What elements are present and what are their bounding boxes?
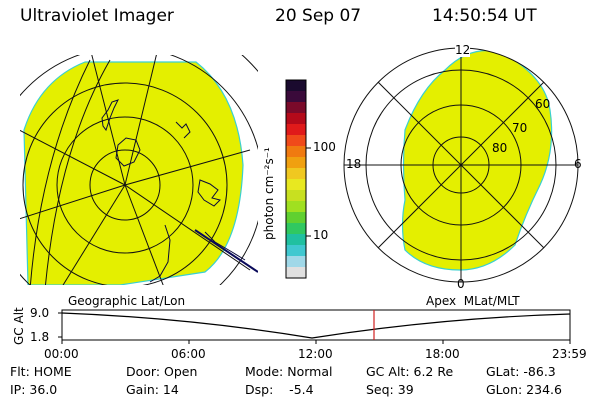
colorbar-band bbox=[286, 179, 306, 191]
status-gain: Gain: 14 bbox=[126, 382, 179, 397]
mlt-label-6: 6 bbox=[574, 157, 582, 171]
colorbar bbox=[285, 79, 311, 279]
status-gc-alt: GC Alt: 6.2 Re bbox=[366, 364, 454, 379]
auroral-image-geographic bbox=[23, 61, 244, 285]
colorbar-band bbox=[286, 245, 306, 257]
mlt-label-12: 12 bbox=[455, 43, 471, 57]
instrument-title: Ultraviolet Imager bbox=[20, 6, 174, 26]
timeline-xtick-1200: 12:00 bbox=[298, 347, 333, 361]
timeline-axis-label: GC Alt bbox=[12, 307, 26, 345]
polar-grid bbox=[343, 47, 579, 283]
colorbar-label-100: 100 bbox=[313, 140, 336, 154]
mlt-label-18: 18 bbox=[346, 157, 362, 171]
magnetic-polar-map bbox=[343, 47, 579, 283]
colorbar-band bbox=[286, 267, 306, 279]
magnetic-caption: Apex MLat/MLT bbox=[426, 294, 520, 308]
timeline-ytick-high: 9.0 bbox=[30, 306, 50, 320]
status-ip: IP: 36.0 bbox=[10, 382, 58, 397]
colorbar-band bbox=[286, 256, 306, 268]
status-mode: Mode: Normal bbox=[245, 364, 333, 379]
auroral-image-magnetic bbox=[401, 49, 553, 271]
colorbar-unit-label: photon cm⁻²s⁻¹ bbox=[262, 147, 276, 240]
coastlines bbox=[101, 99, 246, 283]
date-label: 20 Sep 07 bbox=[275, 6, 362, 26]
lat-lon-grid bbox=[20, 55, 258, 285]
colorbar-band bbox=[286, 102, 306, 114]
timeline-xtick-0000: 00:00 bbox=[44, 347, 79, 361]
status-glat: GLat: -86.3 bbox=[486, 364, 556, 379]
colorbar-band bbox=[286, 212, 306, 224]
mlt-label-0: 0 bbox=[457, 277, 465, 291]
colorbar-band bbox=[286, 157, 306, 169]
colorbar-frame bbox=[285, 79, 307, 279]
colorbar-band bbox=[286, 223, 306, 235]
status-seq: Seq: 39 bbox=[366, 382, 414, 397]
mlat-label-80: 80 bbox=[492, 141, 508, 155]
geographic-caption: Geographic Lat/Lon bbox=[68, 294, 186, 308]
timeline-xtick-0600: 06:00 bbox=[171, 347, 206, 361]
timeline-xtick-1800: 18:00 bbox=[425, 347, 460, 361]
colorbar-band bbox=[286, 135, 306, 147]
colorbar-band bbox=[286, 91, 306, 103]
colorbar-band bbox=[286, 80, 306, 92]
colorbar-band bbox=[286, 168, 306, 180]
colorbar-band bbox=[286, 124, 306, 136]
timeline-ytick-low: 1.8 bbox=[30, 330, 50, 344]
gc-alt-curve bbox=[61, 312, 571, 339]
colorbar-band bbox=[286, 113, 306, 125]
terminator-line bbox=[194, 229, 258, 273]
colorbar-band bbox=[286, 190, 306, 202]
colorbar-band bbox=[286, 234, 306, 246]
status-dsp: Dsp: -5.4 bbox=[245, 382, 314, 397]
colorbar-band bbox=[286, 146, 306, 158]
status-door: Door: Open bbox=[126, 364, 198, 379]
timeline-xtick-2359: 23:59 bbox=[552, 347, 587, 361]
colorbar-label-10: 10 bbox=[313, 228, 329, 242]
status-flight: Flt: HOME bbox=[10, 364, 72, 379]
colorbar-band bbox=[286, 201, 306, 213]
status-glon: GLon: 234.6 bbox=[486, 382, 562, 397]
time-label: 14:50:54 UT bbox=[432, 6, 537, 26]
altitude-timeline bbox=[58, 309, 571, 344]
geographic-map bbox=[20, 55, 258, 285]
mlat-label-60: 60 bbox=[535, 97, 551, 111]
mlat-label-70: 70 bbox=[512, 121, 528, 135]
